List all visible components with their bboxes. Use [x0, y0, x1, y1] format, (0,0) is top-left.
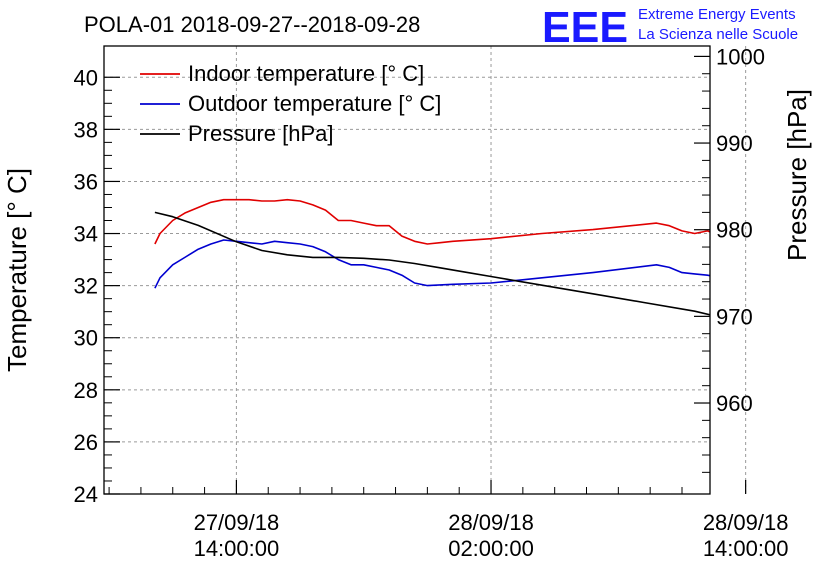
x-tick-label-time: 02:00:00 — [448, 536, 534, 561]
plot-frame — [103, 45, 711, 495]
legend-label-2: Outdoor temperature [° C] — [188, 91, 441, 116]
y2-tick-label: 960 — [716, 391, 753, 416]
y2-tick-label: 990 — [716, 131, 753, 156]
logo-mark: EEE — [542, 3, 628, 52]
series-line-2 — [154, 239, 710, 289]
y2-tick-label: 1000 — [716, 44, 765, 69]
y-tick-label: 40 — [74, 65, 98, 90]
y2-tick-label: 970 — [716, 304, 753, 329]
grid-lines — [104, 46, 747, 495]
x-tick-label-date: 28/09/18 — [703, 510, 789, 535]
right-axis-ticks: 960 970 980 990 1000 — [694, 44, 765, 473]
y-tick-label: 34 — [74, 222, 98, 247]
legend: Indoor temperature [° C] Outdoor temperat… — [140, 61, 441, 146]
logo-line2: La Scienza nelle Scuole — [638, 26, 798, 43]
y-tick-label: 36 — [74, 169, 98, 194]
y-axis-label: Temperature [° C] — [2, 168, 32, 372]
y-tick-label: 30 — [74, 326, 98, 351]
eee-logo: EEE Extreme Energy Events La Scienza nel… — [542, 3, 798, 52]
logo-line1: Extreme Energy Events — [638, 6, 796, 23]
legend-label-3: Pressure [hPa] — [188, 121, 334, 146]
series-line-1 — [154, 198, 710, 245]
x-axis-ticks: 27/09/1814:00:0028/09/1802:00:0028/09/18… — [108, 480, 789, 561]
x-tick-label-date: 27/09/18 — [194, 510, 280, 535]
y-tick-label: 26 — [74, 430, 98, 455]
chart-title: POLA-01 2018-09-27--2018-09-28 — [84, 12, 420, 37]
series-line-3 — [154, 211, 710, 316]
y-tick-label: 28 — [74, 378, 98, 403]
x-tick-label-date: 28/09/18 — [448, 510, 534, 535]
y-tick-label: 38 — [74, 117, 98, 142]
series-layer — [154, 198, 710, 316]
y2-tick-label: 980 — [716, 218, 753, 243]
x-tick-label-time: 14:00:00 — [703, 536, 789, 561]
x-tick-label-time: 14:00:00 — [194, 536, 280, 561]
left-axis-ticks: 24 26 28 30 32 34 36 38 40 — [74, 65, 120, 507]
y-tick-label: 32 — [74, 274, 98, 299]
legend-label-1: Indoor temperature [° C] — [188, 61, 424, 86]
axes — [103, 45, 711, 495]
y-tick-label: 24 — [74, 482, 98, 507]
y2-axis-label: Pressure [hPa] — [782, 89, 812, 261]
